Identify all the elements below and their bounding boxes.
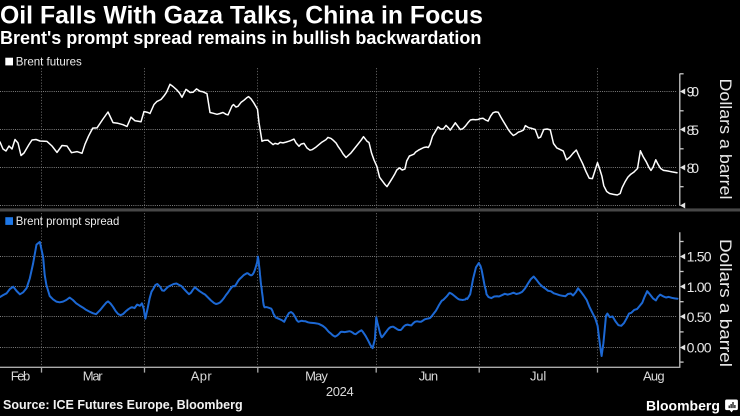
svg-text:Source: ICE Futures Europe, Bl: Source: ICE Futures Europe, Bloomberg bbox=[3, 398, 243, 412]
svg-text:Dollars a barrel: Dollars a barrel bbox=[716, 79, 735, 200]
svg-text:1.50: 1.50 bbox=[687, 248, 712, 264]
svg-text:2024: 2024 bbox=[326, 384, 354, 399]
svg-text:Jul: Jul bbox=[530, 369, 546, 384]
svg-text:80: 80 bbox=[687, 160, 700, 176]
svg-text:May: May bbox=[305, 369, 328, 384]
svg-text:Brent's prompt spread remains: Brent's prompt spread remains in bullish… bbox=[0, 28, 481, 48]
svg-text:1.00: 1.00 bbox=[687, 279, 712, 295]
svg-text:Bloomberg: Bloomberg bbox=[646, 398, 720, 414]
svg-text:Dollars a barrel: Dollars a barrel bbox=[716, 239, 735, 367]
svg-text:0.50: 0.50 bbox=[687, 309, 712, 325]
svg-text:Feb: Feb bbox=[11, 369, 31, 384]
svg-text:Aug: Aug bbox=[643, 369, 665, 384]
svg-text:Oil Falls With Gaza Talks, Chi: Oil Falls With Gaza Talks, China in Focu… bbox=[0, 2, 483, 29]
svg-text:0.00: 0.00 bbox=[687, 340, 712, 356]
svg-text:90: 90 bbox=[687, 84, 700, 100]
svg-text:Brent futures: Brent futures bbox=[16, 54, 82, 68]
svg-text:Jun: Jun bbox=[419, 369, 438, 384]
svg-text:Apr: Apr bbox=[191, 369, 213, 384]
svg-text:85: 85 bbox=[687, 122, 700, 138]
svg-text:Mar: Mar bbox=[83, 369, 103, 384]
svg-text:Brent prompt spread: Brent prompt spread bbox=[16, 214, 120, 228]
